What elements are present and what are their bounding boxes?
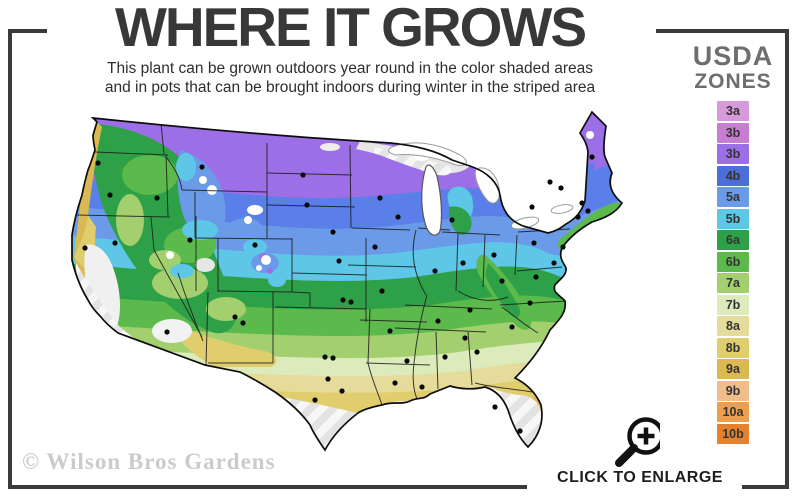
- click-to-enlarge[interactable]: CLICK TO ENLARGE: [540, 400, 740, 486]
- subtitle-line-1: This plant can be grown outdoors year ro…: [107, 60, 593, 77]
- zone-chip-3b: 3b: [717, 144, 749, 164]
- zone-chip-7b: 7b: [717, 294, 749, 315]
- zone-chip-10a: 10a: [717, 402, 749, 422]
- zone-chip-10b: 10b: [717, 423, 749, 444]
- zone-chip-3a: 3a: [717, 101, 749, 121]
- zone-chip-4b: 4b: [717, 165, 749, 186]
- zone-chip-6b: 6b: [717, 251, 749, 272]
- legend-title-usda: USDA: [692, 41, 774, 71]
- zone-chip-9b: 9b: [717, 380, 749, 401]
- usda-zone-map[interactable]: [30, 95, 670, 493]
- magnifier-plus-icon[interactable]: [540, 400, 665, 468]
- page-subtitle: This plant can be grown outdoors year ro…: [0, 59, 700, 97]
- zone-chip-3b: 3b: [717, 122, 749, 143]
- page-title: WHERE IT GROWS: [114, 0, 587, 58]
- zone-chip-5a: 5a: [717, 187, 749, 207]
- zone-list: 3a 3b 3b 4b 5a 5b 6a 6b 7a 7b 8a 8b 9a 9b 10a 10b: [680, 101, 786, 444]
- zone-chip-5b: 5b: [717, 208, 749, 229]
- zone-chip-6a: 6a: [717, 230, 749, 250]
- zone-chip-8a: 8a: [717, 316, 749, 336]
- watermark: © Wilson Bros Gardens: [22, 449, 276, 474]
- zone-chip-9a: 9a: [717, 359, 749, 379]
- legend-title-zones: ZONES: [694, 70, 772, 93]
- city-dots: [82, 154, 595, 434]
- click-to-enlarge-label[interactable]: CLICK TO ENLARGE: [557, 469, 723, 486]
- zone-chip-8b: 8b: [717, 337, 749, 358]
- subtitle-line-2: and in pots that can be brought indoors …: [104, 79, 596, 96]
- zone-chip-7a: 7a: [717, 273, 749, 293]
- usda-zones-legend: USDA ZONES 3a 3b 3b 4b 5a 5b 6a 6b 7a 7b 8a 8b 9a 9b 1…: [680, 42, 786, 445]
